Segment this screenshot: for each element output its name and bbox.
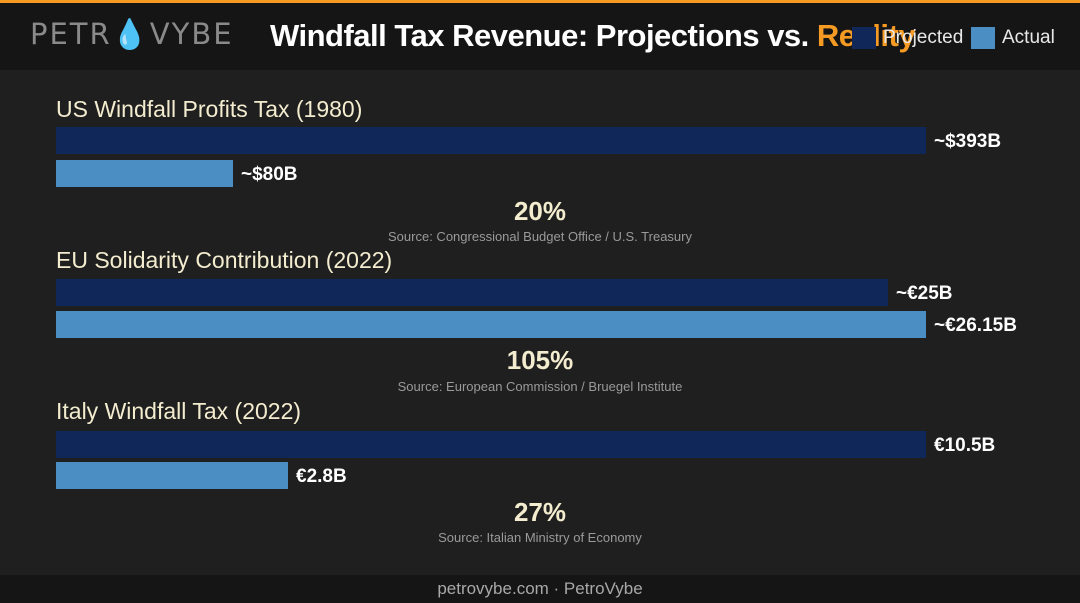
bar-projected — [56, 127, 926, 154]
footer: petrovybe.com · PetroVybe — [0, 575, 1080, 603]
bar-projected — [56, 431, 926, 458]
bar-actual — [56, 311, 926, 338]
source-note: Source: Italian Ministry of Economy — [438, 530, 642, 545]
bar-actual — [56, 462, 288, 489]
source-note: Source: European Commission / Bruegel In… — [397, 379, 683, 394]
bar-label-projected: ~€25B — [896, 283, 953, 304]
ratio-value: 20% — [513, 196, 567, 226]
bar-label-actual: ~€26.15B — [934, 315, 1017, 336]
bar-label-actual: ~$80B — [241, 164, 298, 185]
header-accent-line — [0, 0, 1080, 3]
header-bar: PETR💧VYBE Windfall Tax Revenue: Projecti… — [0, 3, 1080, 70]
legend-swatch-projected — [852, 27, 876, 49]
bar-projected — [56, 279, 888, 306]
legend-swatch-actual — [971, 27, 995, 49]
ratio-value: 105% — [506, 345, 574, 375]
footer-text: petrovybe.com · PetroVybe — [437, 579, 643, 598]
chart-title: Windfall Tax Revenue: Projections vs. Re… — [270, 18, 916, 54]
group-title: EU Solidarity Contribution (2022) — [56, 247, 393, 273]
legend-label-actual: Actual — [1002, 27, 1055, 48]
bar-label-projected: ~$393B — [934, 131, 1002, 152]
bar-label-actual: €2.8B — [296, 466, 347, 487]
bar-label-projected: €10.5B — [934, 435, 996, 456]
group-title: US Windfall Profits Tax (1980) — [56, 96, 363, 122]
source-note: Source: Congressional Budget Office / U.… — [388, 229, 692, 244]
group-title: Italy Windfall Tax (2022) — [56, 398, 302, 424]
ratio-value: 27% — [513, 497, 567, 527]
chart-title-main: Windfall Tax Revenue: Projections vs. — [270, 18, 817, 53]
bar-actual — [56, 160, 233, 187]
legend-label-projected: Projected — [883, 27, 964, 48]
brand-logo: PETR💧VYBE — [30, 17, 234, 51]
